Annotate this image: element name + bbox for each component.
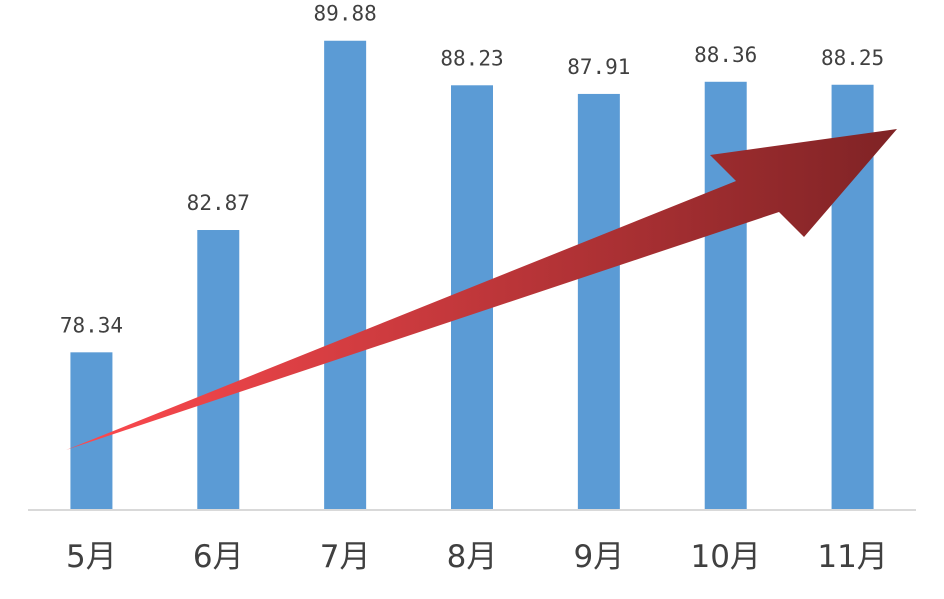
bar-3: [324, 40, 367, 511]
data-label-1: 78.34: [60, 313, 123, 337]
data-label-4: 88.23: [440, 46, 503, 70]
x-tick-label-7: 11月: [817, 539, 887, 575]
x-tick-label-2: 6月: [193, 539, 244, 575]
data-labels: 78.34 82.87 89.88 88.23 87.91 88.36 88.25: [60, 2, 884, 338]
bar-1: [70, 352, 113, 510]
x-tick-label-4: 8月: [447, 539, 498, 575]
trend-arrow: [66, 129, 897, 450]
bar-2: [197, 230, 240, 510]
bars: [70, 40, 874, 511]
data-label-2: 82.87: [187, 191, 250, 215]
x-tick-label-3: 7月: [320, 539, 371, 575]
bar-6: [704, 81, 747, 510]
data-label-6: 88.36: [694, 43, 757, 67]
x-tick-label-5: 9月: [573, 539, 624, 575]
x-tick-label-6: 10月: [690, 539, 760, 575]
x-tick-label-1: 5月: [66, 539, 117, 575]
data-label-3: 89.88: [314, 2, 377, 26]
x-axis-tick-labels: 5月 6月 7月 8月 9月 10月 11月: [66, 539, 888, 575]
data-label-5: 87.91: [567, 55, 630, 79]
bar-5: [577, 93, 620, 511]
data-label-7: 88.25: [821, 46, 884, 70]
